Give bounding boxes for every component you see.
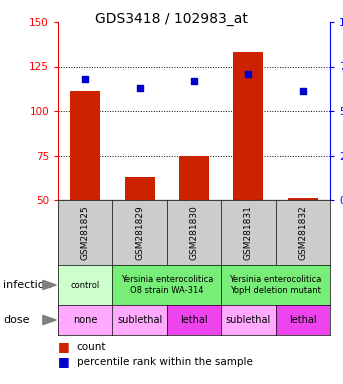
Point <box>300 88 306 94</box>
Bar <box>234 52 263 200</box>
Text: Yersinia enterocolitica
YopH deletion mutant: Yersinia enterocolitica YopH deletion mu… <box>229 275 322 295</box>
Text: control: control <box>71 280 100 290</box>
Text: ■: ■ <box>58 355 70 368</box>
Point <box>191 78 197 84</box>
Text: GSM281832: GSM281832 <box>298 205 307 260</box>
Point <box>137 85 142 91</box>
Text: GSM281829: GSM281829 <box>135 205 144 260</box>
Point <box>246 71 251 77</box>
Bar <box>70 91 100 200</box>
Text: sublethal: sublethal <box>226 315 271 325</box>
Bar <box>125 177 155 200</box>
Text: sublethal: sublethal <box>117 315 162 325</box>
Text: GSM281830: GSM281830 <box>189 205 199 260</box>
Bar <box>179 156 209 200</box>
Text: GDS3418 / 102983_at: GDS3418 / 102983_at <box>95 12 248 25</box>
Text: GSM281825: GSM281825 <box>81 205 90 260</box>
Text: GSM281831: GSM281831 <box>244 205 253 260</box>
Text: lethal: lethal <box>180 315 208 325</box>
Text: Yersinia enterocolitica
O8 strain WA-314: Yersinia enterocolitica O8 strain WA-314 <box>121 275 213 295</box>
Text: count: count <box>77 341 106 351</box>
Text: dose: dose <box>3 315 30 325</box>
Text: infection: infection <box>3 280 52 290</box>
Text: lethal: lethal <box>289 315 317 325</box>
Bar <box>288 198 318 200</box>
Text: none: none <box>73 315 97 325</box>
Point <box>82 76 88 82</box>
Text: ■: ■ <box>58 340 70 353</box>
Text: percentile rank within the sample: percentile rank within the sample <box>77 357 253 367</box>
